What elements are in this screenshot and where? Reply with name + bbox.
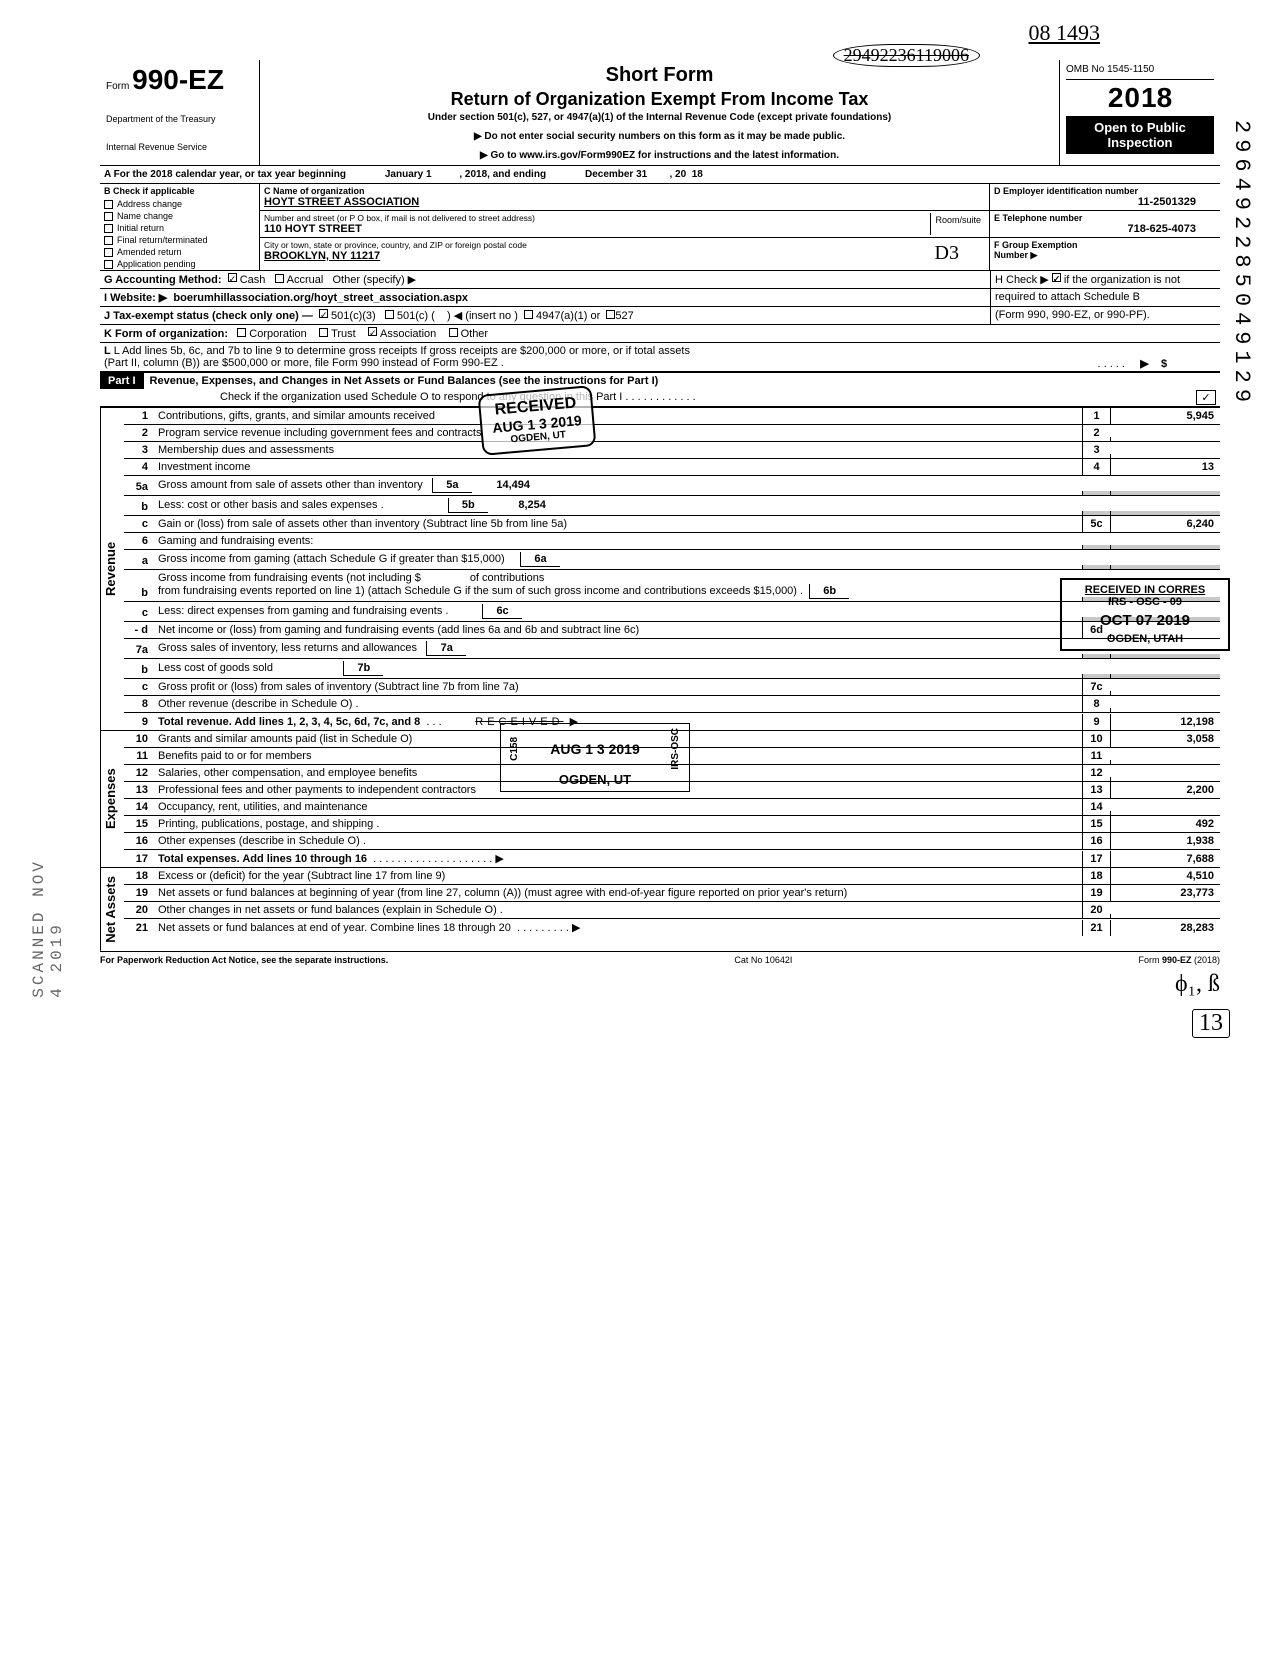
instr-no-ssn: ▶ Do not enter social security numbers o…	[268, 131, 1051, 142]
chk-address[interactable]	[104, 200, 113, 209]
expenses-label: Expenses	[100, 731, 124, 867]
form-number: 990-EZ	[132, 64, 224, 95]
chk-amended[interactable]	[104, 248, 113, 257]
net-assets-label: Net Assets	[100, 868, 124, 951]
line21-val: 28,283	[1110, 920, 1220, 936]
chk-final[interactable]	[104, 236, 113, 245]
phone: 718-625-4073	[994, 223, 1216, 235]
row-k: K Form of organization: Corporation Trus…	[100, 325, 1220, 343]
dept-treasury: Department of the Treasury	[106, 114, 253, 124]
chk-name[interactable]	[104, 212, 113, 221]
line3-val	[1110, 454, 1220, 458]
period-row: A For the 2018 calendar year, or tax yea…	[100, 166, 1220, 184]
revenue-label: Revenue	[100, 408, 124, 730]
top-serial: 08 1493	[1029, 20, 1101, 46]
room-suite: Room/suite	[930, 213, 985, 235]
line16-val: 1,938	[1110, 833, 1220, 849]
line5b-val: 8,254	[518, 499, 546, 511]
line10-val: 3,058	[1110, 731, 1220, 747]
line5a-val: 14,494	[496, 479, 530, 491]
open-to-public: Open to PublicInspection	[1066, 116, 1214, 154]
line7c-val	[1110, 691, 1220, 695]
tax-year: 2018	[1066, 80, 1214, 116]
col-c: C Name of organization HOYT STREET ASSOC…	[260, 184, 990, 270]
row-g-h: G Accounting Method: Cash Accrual Other …	[100, 271, 1220, 289]
part1-header: Part I Revenue, Expenses, and Changes in…	[100, 372, 1220, 389]
page-footer: For Paperwork Reduction Act Notice, see …	[100, 951, 1220, 965]
line14-val	[1110, 811, 1220, 815]
line9-val: 12,198	[1110, 714, 1220, 730]
org-city: BROOKLYN, NY 11217	[264, 250, 985, 262]
expenses-section: C158 AUG 1 3 2019 IRS-OSC OGDEN, UT Expe…	[100, 730, 1220, 867]
chk-initial[interactable]	[104, 224, 113, 233]
net-assets-section: Net Assets 18Excess or (deficit) for the…	[100, 867, 1220, 951]
line17-val: 7,688	[1110, 851, 1220, 867]
form-header: Form 990-EZ Department of the Treasury I…	[100, 60, 1220, 166]
signature-initials: ϕ₁, ß	[100, 971, 1220, 998]
part1-check-o: Check if the organization used Schedule …	[100, 389, 1220, 407]
col-b: B Check if applicable Address change Nam…	[100, 184, 260, 270]
chk-501c[interactable]	[385, 310, 394, 319]
chk-501c3[interactable]	[319, 309, 328, 318]
dln-vertical: 296492285049129	[1229, 120, 1254, 408]
line11-val	[1110, 760, 1220, 764]
line8-val	[1110, 708, 1220, 712]
row-i: I Website: ▶ boerumhillassociation.org/h…	[100, 289, 1220, 307]
chk-trust[interactable]	[319, 328, 328, 337]
line12-val	[1110, 777, 1220, 781]
org-street: 110 HOYT STREET	[264, 223, 930, 235]
dept-irs: Internal Revenue Service	[106, 142, 253, 152]
row-j: J Tax-exempt status (check only one) — 5…	[100, 307, 1220, 325]
chk-schedule-b[interactable]	[1052, 273, 1061, 282]
page-number-handwritten: 13	[1192, 1009, 1230, 1038]
row-l: L L Add lines 5b, 6c, and 7b to line 9 t…	[100, 343, 1220, 372]
chk-accrual[interactable]	[275, 274, 284, 283]
received-corres-stamp: RECEIVED IN CORRES IRS - OSC - 09 OCT 07…	[1060, 578, 1230, 651]
omb-number: OMB No 1545-1150	[1066, 64, 1214, 80]
received-stamp-top: RECEIVED AUG 1 3 2019 OGDEN, UT	[478, 385, 596, 456]
chk-cash[interactable]	[228, 273, 237, 282]
revenue-section: RECEIVED AUG 1 3 2019 OGDEN, UT RECEIVED…	[100, 407, 1220, 730]
line20-val	[1110, 914, 1220, 918]
scanned-stamp: SCANNED NOV 4 2019	[30, 840, 66, 998]
subtitle: Under section 501(c), 527, or 4947(a)(1)…	[268, 112, 1051, 123]
col-de: D Employer identification number 11-2501…	[990, 184, 1220, 270]
line15-val: 492	[1110, 816, 1220, 832]
return-title: Return of Organization Exempt From Incom…	[268, 89, 1051, 110]
instr-website: ▶ Go to www.irs.gov/Form990EZ for instru…	[268, 150, 1051, 161]
short-form-title: Short Form	[268, 64, 1051, 87]
ein: 11-2501329	[994, 196, 1216, 208]
d3-mark: D3	[935, 242, 959, 265]
org-name: HOYT STREET ASSOCIATION	[264, 196, 985, 208]
line4-val: 13	[1110, 459, 1220, 475]
line1-val: 5,945	[1110, 408, 1220, 424]
form-prefix: Form 990-EZ	[106, 64, 253, 96]
chk-pending[interactable]	[104, 260, 113, 269]
chk-corp[interactable]	[237, 328, 246, 337]
entity-header-grid: B Check if applicable Address change Nam…	[100, 184, 1220, 271]
website-url: boerumhillassociation.org/hoyt_street_as…	[173, 292, 468, 304]
chk-assoc[interactable]	[368, 327, 377, 336]
chk-other-org[interactable]	[449, 328, 458, 337]
line2-val	[1110, 437, 1220, 441]
chk-4947[interactable]	[524, 310, 533, 319]
received-stamp-mid: C158 AUG 1 3 2019 IRS-OSC OGDEN, UT	[500, 723, 690, 792]
chk-schedule-o[interactable]: ✓	[1196, 390, 1216, 405]
line19-val: 23,773	[1110, 885, 1220, 901]
line5c-val: 6,240	[1110, 516, 1220, 532]
line18-val: 4,510	[1110, 868, 1220, 884]
line13-val: 2,200	[1110, 782, 1220, 798]
